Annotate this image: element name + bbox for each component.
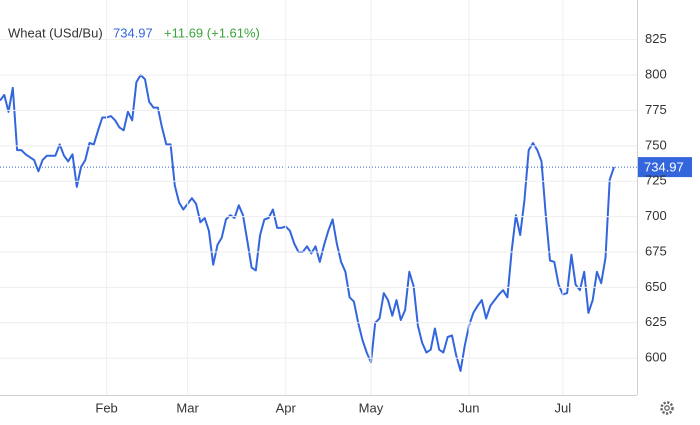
chart-title: Wheat (USd/Bu) [8, 25, 103, 40]
x-tick-label: Mar [176, 400, 199, 415]
y-tick-label: 700 [645, 208, 667, 223]
x-tick-label: Jun [459, 400, 480, 415]
price-line [0, 74, 615, 372]
y-tick-label: 650 [645, 279, 667, 294]
y-tick-label: 625 [645, 314, 667, 329]
last-price: 734.97 [113, 25, 153, 40]
x-tick-label: Apr [276, 400, 297, 415]
x-tick-label: May [359, 400, 384, 415]
x-tick-label: Feb [95, 400, 117, 415]
price-change: +11.69 (+1.61%) [164, 25, 260, 40]
y-tick-label: 675 [645, 243, 667, 258]
y-tick-label: 750 [645, 137, 667, 152]
y-tick-label: 725 [645, 173, 667, 188]
y-tick-label: 775 [645, 102, 667, 117]
settings-icon[interactable] [660, 401, 674, 415]
x-tick-label: Jul [555, 400, 572, 415]
y-tick-label: 825 [645, 31, 667, 46]
last-price-box [638, 157, 692, 178]
y-tick-label: 600 [645, 350, 667, 365]
last-price-label: 734.97 [644, 160, 684, 175]
y-tick-label: 800 [645, 66, 667, 81]
